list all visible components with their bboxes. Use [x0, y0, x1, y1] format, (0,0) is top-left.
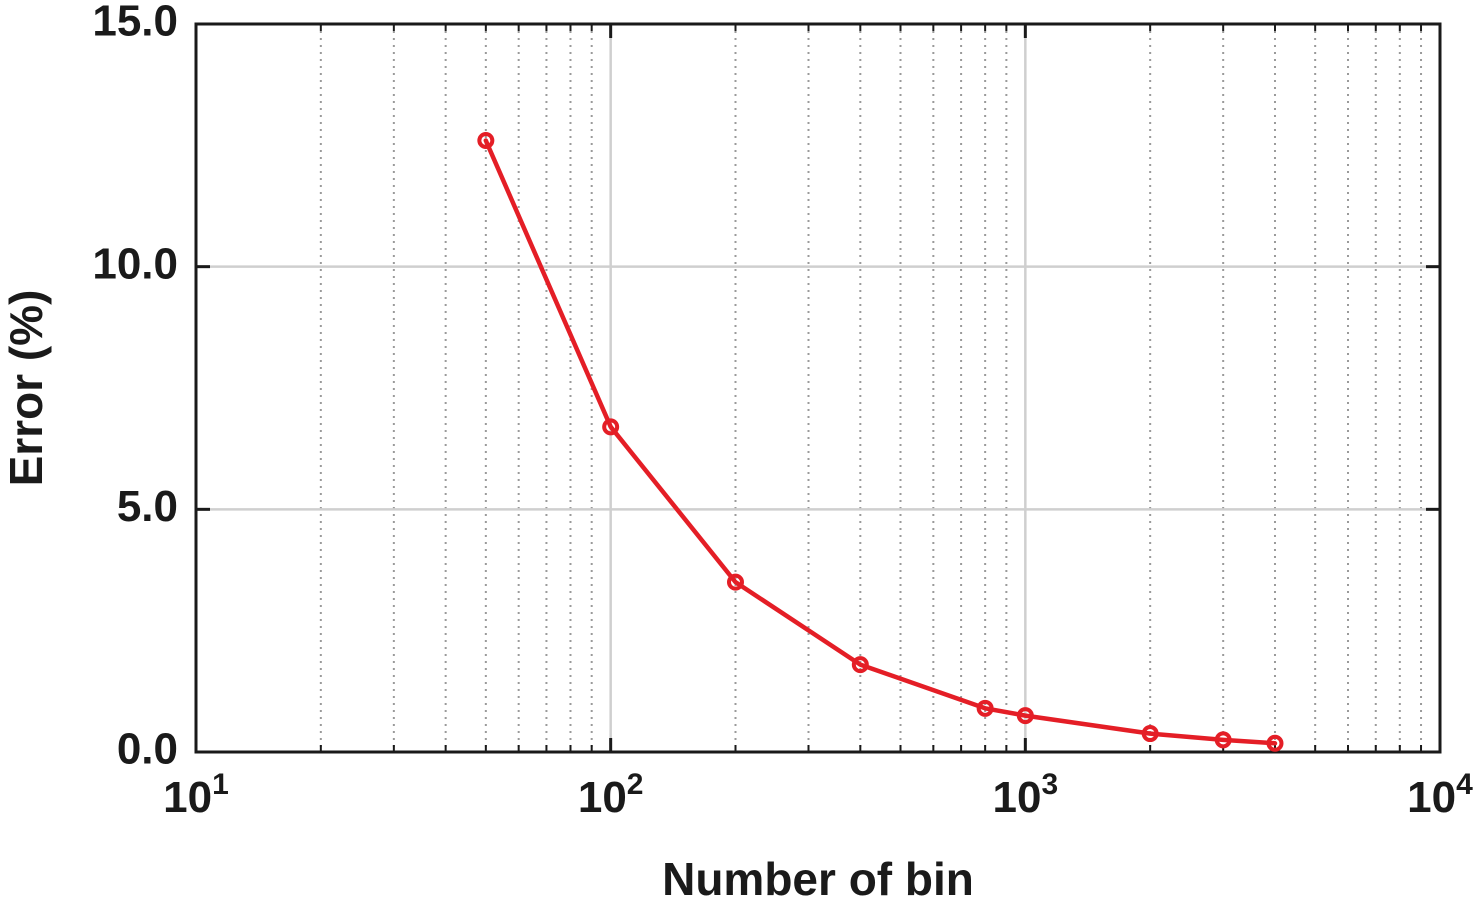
x-tick-exponent: 4	[1456, 768, 1473, 801]
data-point-marker	[1016, 707, 1034, 725]
plot-area-frame	[194, 22, 1442, 754]
x-tick-base: 10	[578, 773, 627, 822]
y-tick-label: 0.0	[117, 725, 178, 774]
data-point-marker	[726, 573, 744, 591]
tick-marks	[196, 22, 1440, 754]
data-point-marker	[477, 131, 495, 149]
x-tick-base: 10	[993, 773, 1042, 822]
y-tick-label: 5.0	[117, 482, 178, 531]
x-tick-exponent: 1	[212, 768, 229, 801]
data-point-marker	[602, 418, 620, 436]
grid-lines	[196, 24, 1440, 752]
series-error	[477, 131, 1284, 752]
x-tick-exponent: 2	[627, 768, 644, 801]
data-point-marker	[1214, 731, 1232, 749]
x-tick-base: 10	[1407, 773, 1456, 822]
y-axis-title: Error (%)	[0, 290, 52, 487]
data-point-marker	[1266, 734, 1284, 752]
x-tick-label: 101	[163, 768, 229, 822]
data-point-marker	[851, 656, 869, 674]
x-tick-exponent: 3	[1041, 768, 1058, 801]
x-axis-title: Number of bin	[662, 853, 974, 905]
x-tick-base: 10	[163, 773, 212, 822]
x-tick-label: 102	[578, 768, 644, 822]
y-tick-labels: 0.0 5.0 10.0 15.0	[92, 0, 178, 774]
y-tick-label: 15.0	[92, 0, 178, 46]
data-point-marker	[976, 699, 994, 717]
y-tick-label: 10.0	[92, 239, 178, 288]
x-tick-label: 103	[993, 768, 1059, 822]
series-line	[483, 138, 1278, 746]
x-tick-labels: 101 102 103 104	[163, 768, 1473, 822]
x-tick-label: 104	[1407, 768, 1473, 822]
data-point-marker	[1141, 725, 1159, 743]
